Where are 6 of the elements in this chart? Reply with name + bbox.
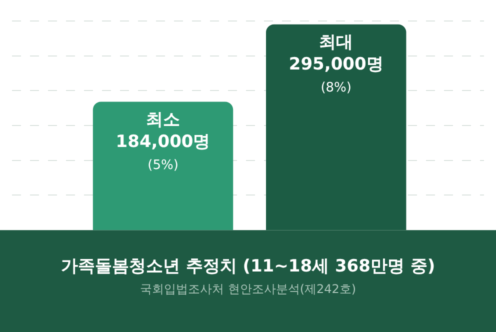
data-label: 295,000명 (8%) (288, 54, 384, 96)
text: 가족돌봄청소년 추정치 (11~18세 368만명 중) (60, 256, 436, 277)
text: 국회입법조사처 현안조사분석(제242호) (140, 282, 356, 296)
x-tick-label: 최대 (319, 32, 354, 52)
x-tick-label: 최소 (146, 110, 180, 130)
data-label: 184,000명 (5%) (116, 132, 210, 173)
